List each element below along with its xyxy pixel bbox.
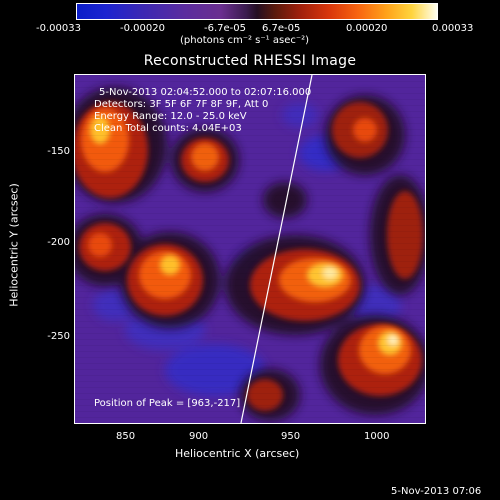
solar-limb-line	[240, 75, 313, 423]
x-axis-title: Heliocentric X (arcsec)	[175, 447, 300, 460]
x-tick-900: 900	[189, 431, 209, 442]
y-tick-minus-250: -250	[47, 331, 70, 342]
x-tick-1000: 1000	[364, 431, 390, 442]
footer-timestamp: 5-Nov-2013 07:06	[391, 486, 482, 497]
time-range-text: 5-Nov-2013 02:04:52.000 to 02:07:16.000	[99, 87, 312, 98]
clean-counts-text: Clean Total counts: 4.04E+03	[94, 123, 242, 134]
emission-map	[75, 75, 425, 423]
image-plot-area	[74, 74, 426, 424]
colorbar-tick-4: 6.7e-05	[262, 23, 301, 34]
x-tick-950: 950	[281, 431, 301, 442]
y-tick-minus-200: -200	[47, 237, 70, 248]
y-axis-title: Heliocentric Y (arcsec)	[7, 183, 21, 307]
colorbar-tick-3: -6.7e-05	[204, 23, 246, 34]
detectors-text: Detectors: 3F 5F 6F 7F 8F 9F, Att 0	[94, 99, 269, 110]
colorbar-tick-2: -0.00020	[120, 23, 165, 34]
x-tick-850: 850	[116, 431, 136, 442]
colorbar-tick-5: 0.00020	[346, 23, 388, 34]
y-tick-minus-150: -150	[47, 146, 70, 157]
image-title: Reconstructed RHESSI Image	[143, 53, 357, 69]
colorbar-tick-1: -0.00033	[36, 23, 81, 34]
colorbar-tick-6: 0.00033	[432, 23, 474, 34]
colorbar-units: (photons cm⁻² s⁻¹ asec⁻²)	[180, 35, 310, 46]
energy-range-text: Energy Range: 12.0 - 25.0 keV	[94, 111, 247, 122]
colorbar	[76, 3, 438, 20]
peak-position-text: Position of Peak = [963,-217]	[94, 398, 241, 409]
